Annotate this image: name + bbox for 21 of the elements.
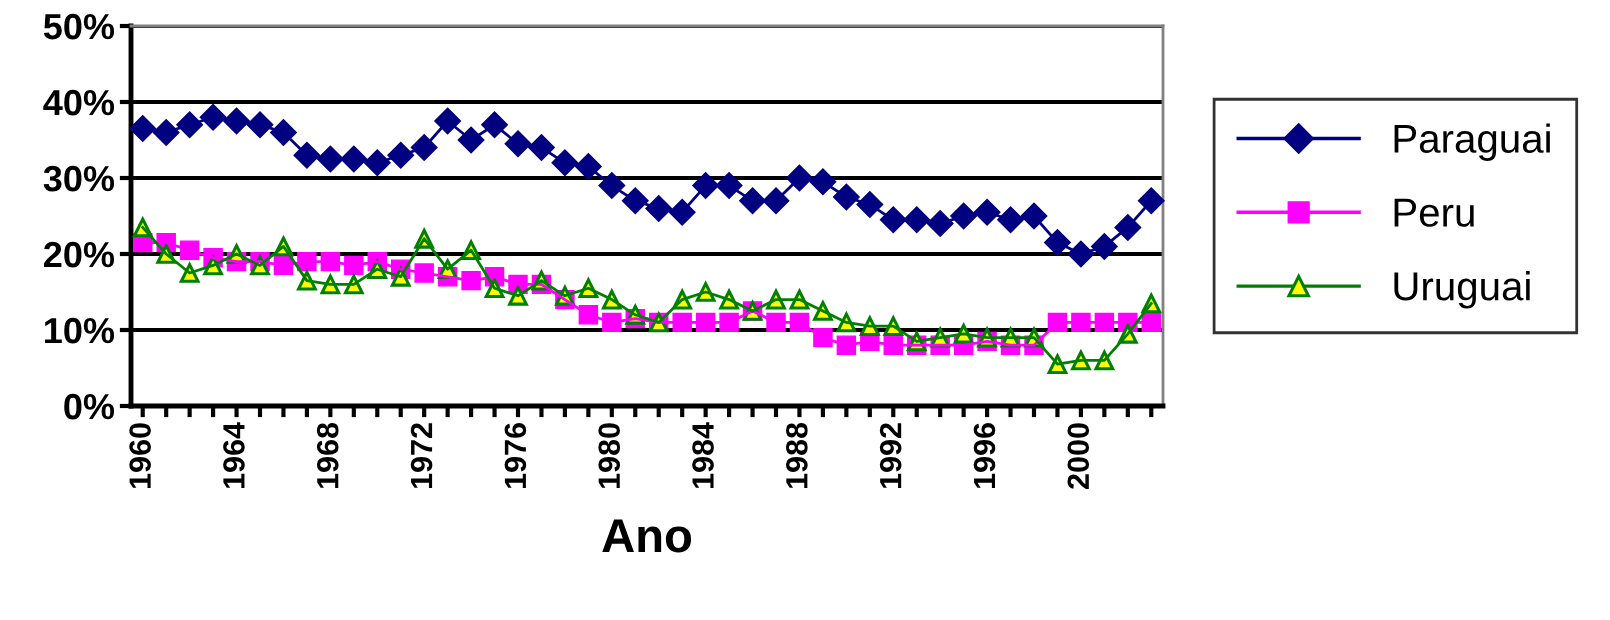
x-tick-label: 2000 bbox=[1067, 423, 1090, 489]
x-tick-label: 1976 bbox=[504, 423, 527, 489]
legend-label: Peru bbox=[1394, 198, 1474, 227]
legend-label: Uruguai bbox=[1394, 271, 1530, 309]
x-tick-label: 1972 bbox=[410, 423, 433, 489]
x-tick-label: 1960 bbox=[129, 423, 151, 489]
x-tick-label: 1988 bbox=[786, 422, 808, 489]
y-tick-label: 40% bbox=[43, 89, 115, 116]
y-tick-label: 30% bbox=[43, 165, 115, 192]
x-axis-title: Ano bbox=[602, 519, 692, 553]
x-tick-label: 1996 bbox=[973, 423, 996, 489]
x-tick-label: 1980 bbox=[598, 423, 621, 489]
x-tick-label: 1964 bbox=[223, 422, 245, 489]
y-tick-label: 20% bbox=[44, 241, 115, 268]
x-tick-label: 1992 bbox=[879, 423, 902, 489]
legend-label: Paraguai bbox=[1394, 123, 1550, 161]
x-tick-label: 1984 bbox=[692, 422, 714, 489]
y-tick-label: 0% bbox=[64, 393, 115, 420]
y-tick-label: 50% bbox=[43, 13, 115, 40]
x-tick-label: 1968 bbox=[316, 422, 339, 489]
y-tick-label: 10% bbox=[45, 317, 115, 344]
